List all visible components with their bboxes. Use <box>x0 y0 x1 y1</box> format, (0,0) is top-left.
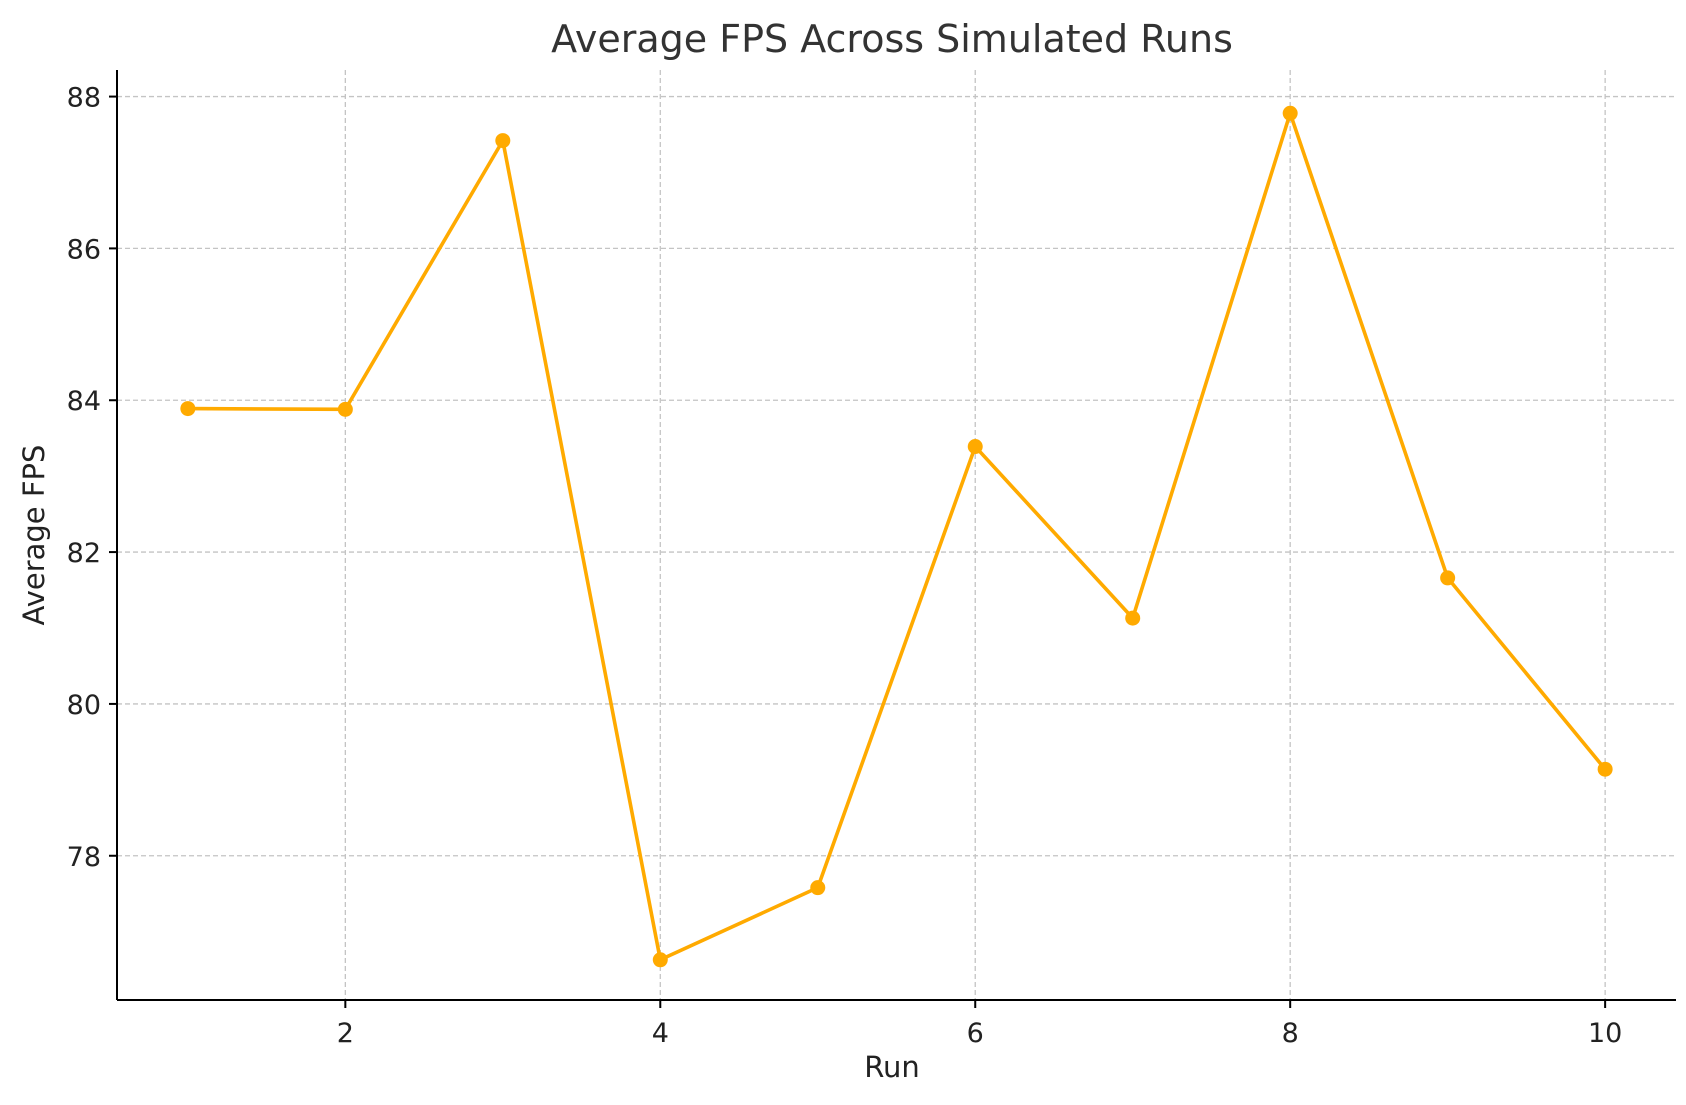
data-point <box>1125 610 1141 626</box>
x-tick-label: 10 <box>1588 1018 1622 1049</box>
x-axis-ticks: 2 4 6 8 10 <box>337 1000 1622 1049</box>
data-point <box>967 439 983 455</box>
y-tick-label: 82 <box>67 538 101 569</box>
series-line <box>186 111 1607 962</box>
data-point <box>180 401 196 417</box>
data-point <box>652 952 668 968</box>
y-axis-label: Average FPS <box>17 445 51 626</box>
series-layer <box>180 105 1613 968</box>
grid-layer <box>117 70 1676 1000</box>
data-point <box>810 880 826 896</box>
x-tick-label: 6 <box>967 1018 984 1049</box>
y-tick-label: 80 <box>67 690 101 721</box>
data-point <box>1440 570 1456 586</box>
y-tick-label: 88 <box>67 83 101 114</box>
y-tick-label: 86 <box>67 234 101 265</box>
y-tick-label: 78 <box>67 842 101 873</box>
axes-layer <box>116 70 1676 1001</box>
x-tick-label: 4 <box>652 1018 669 1049</box>
data-point <box>495 133 511 149</box>
x-tick-label: 8 <box>1282 1018 1299 1049</box>
x-axis-label: Run <box>864 1050 920 1084</box>
x-tick-label: 2 <box>337 1018 354 1049</box>
y-tick-label: 84 <box>67 386 101 417</box>
data-point <box>1597 761 1613 777</box>
chart-title: Average FPS Across Simulated Runs <box>551 17 1233 61</box>
y-axis-ticks: 78 80 82 84 86 88 <box>67 83 117 873</box>
data-point <box>1282 105 1298 121</box>
data-point <box>337 401 353 417</box>
